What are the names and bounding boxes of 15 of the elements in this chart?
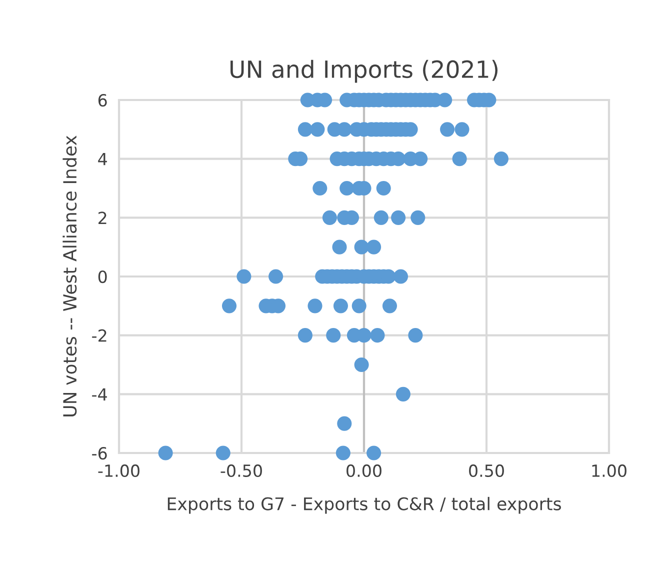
x-tick-label: 0.00 [346, 464, 382, 478]
y-tick-label: 6 [98, 94, 107, 107]
y-tick-label: -2 [92, 329, 106, 342]
chart-title: UN and Imports (2021) [230, 60, 498, 83]
y-axis-title: UN votes -- West Alliance Index [62, 136, 77, 416]
x-tick-label: -0.50 [220, 464, 262, 478]
y-tick-label: -4 [92, 388, 107, 400]
x-axis-title: Exports to G7 - Exports to C&R / total exports [168, 496, 561, 514]
y-tick-label: 4 [98, 153, 107, 166]
x-tick-label: 0.50 [469, 464, 504, 478]
y-tick-label: -6 [92, 446, 107, 460]
y-tick-label: 2 [98, 212, 106, 224]
x-tick-label: -1.00 [98, 464, 140, 478]
x-tick-label: 1.00 [592, 464, 626, 478]
y-tick-label: 0 [98, 270, 107, 284]
